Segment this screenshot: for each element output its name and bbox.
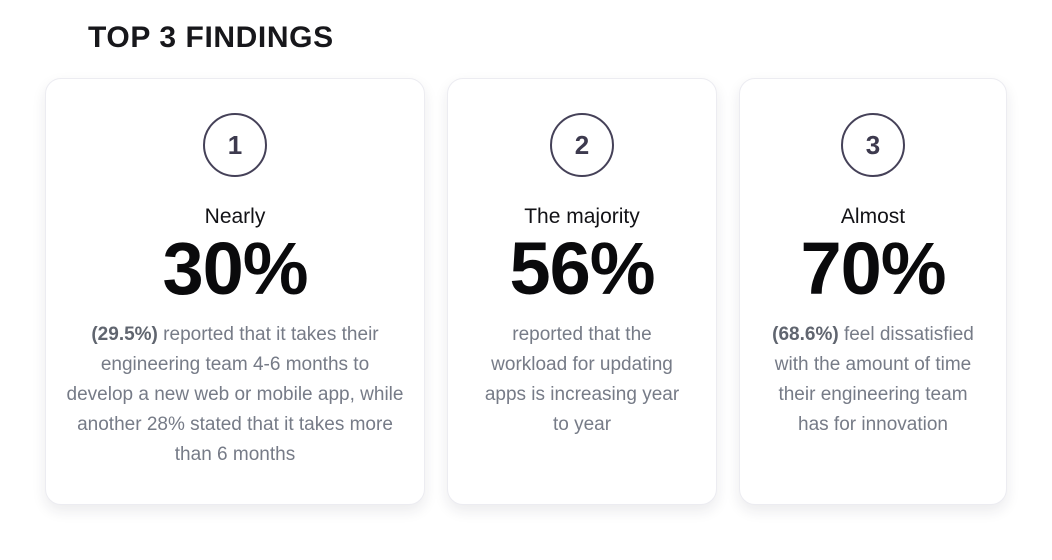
number-badge-circle-1: 1 (203, 113, 267, 177)
stat-description-text: reported that the workload for updating … (484, 324, 680, 435)
stat-value: 30% (162, 227, 308, 310)
card-number: 3 (865, 129, 881, 160)
stat-exact-percentage: (68.6%) (772, 324, 839, 345)
stat-exact-percentage: (29.5%) (91, 324, 158, 345)
number-badge-circle-2: 2 (550, 113, 614, 177)
stat-lead: Almost (840, 205, 906, 228)
stat-description-text: reported that it takes their engineering… (66, 324, 404, 465)
stat-value: 56% (509, 227, 655, 310)
card-number: 2 (574, 129, 590, 160)
finding-card-1: 1 Nearly 30% (29.5%) reported that it ta… (45, 78, 425, 505)
findings-infographic: TOP 3 FINDINGS 1 Nearly 30% (29.5%) repo… (0, 20, 1052, 560)
findings-card-row: 1 Nearly 30% (29.5%) reported that it ta… (45, 78, 1052, 505)
stat-description: reported that the workload for updating … (476, 320, 688, 440)
stat-description-text: feel dissatisfied with the amount of tim… (774, 324, 974, 435)
stat-description: (68.6%) feel dissatisfied with the amoun… (763, 320, 983, 440)
stat-value: 70% (800, 227, 946, 310)
stat-lead: The majority (524, 205, 640, 228)
stat-description: (29.5%) reported that it takes their eng… (66, 320, 404, 470)
card-number: 1 (227, 129, 243, 160)
finding-card-2: 2 The majority 56% reported that the wor… (447, 78, 717, 505)
number-badge-circle-3: 3 (841, 113, 905, 177)
finding-card-3: 3 Almost 70% (68.6%) feel dissatisfied w… (739, 78, 1007, 505)
page-title: TOP 3 FINDINGS (88, 21, 334, 54)
stat-lead: Nearly (204, 205, 266, 228)
